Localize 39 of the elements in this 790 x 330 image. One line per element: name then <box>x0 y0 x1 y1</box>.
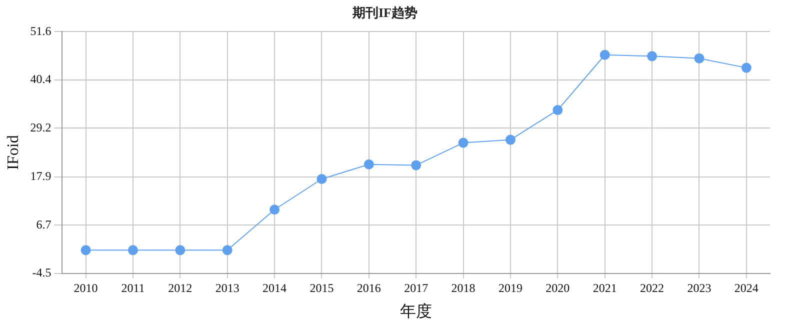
x-tick-label: 2016 <box>356 280 381 295</box>
y-tick-label: 40.4 <box>30 72 52 86</box>
x-tick-label: 2022 <box>640 280 664 295</box>
y-tick-label: 6.7 <box>36 217 52 232</box>
y-tick-label: -4.5 <box>32 266 52 280</box>
point <box>458 138 468 148</box>
x-tick-label: 2014 <box>262 280 287 295</box>
x-tick-label: 2017 <box>404 280 428 295</box>
point <box>80 245 91 256</box>
point <box>270 204 280 215</box>
x-tick-label: 2012 <box>168 280 192 295</box>
x-tick-label: 2013 <box>215 280 240 295</box>
x-tick-label: 2015 <box>310 280 334 295</box>
y-tick-label: 51.6 <box>30 24 52 38</box>
x-axis-title: 年度 <box>400 302 432 321</box>
x-tick-label: 2023 <box>687 280 712 295</box>
point <box>175 245 186 256</box>
point <box>741 62 752 73</box>
point <box>552 105 563 116</box>
x-tick-label: 2010 <box>74 280 98 295</box>
point <box>647 51 658 62</box>
point <box>222 245 232 256</box>
point <box>316 174 327 184</box>
point <box>128 245 138 256</box>
x-tick-label: 2019 <box>498 280 522 295</box>
x-tick-label: 2024 <box>734 280 758 295</box>
point <box>694 53 704 64</box>
x-tick-label: 2018 <box>451 280 476 295</box>
x-tick-label: 2021 <box>592 280 617 295</box>
x-tick-label: 2020 <box>546 280 570 295</box>
chart-title: 期刊IF趋势 <box>352 5 418 20</box>
point <box>364 159 374 170</box>
point <box>600 50 610 60</box>
y-axis-title: IFoid <box>4 135 22 170</box>
y-tick-label: 29.2 <box>30 120 52 134</box>
y-tick-label: 17.9 <box>30 169 52 184</box>
point <box>505 134 516 145</box>
point <box>411 160 422 170</box>
x-tick-label: 2011 <box>121 280 145 295</box>
